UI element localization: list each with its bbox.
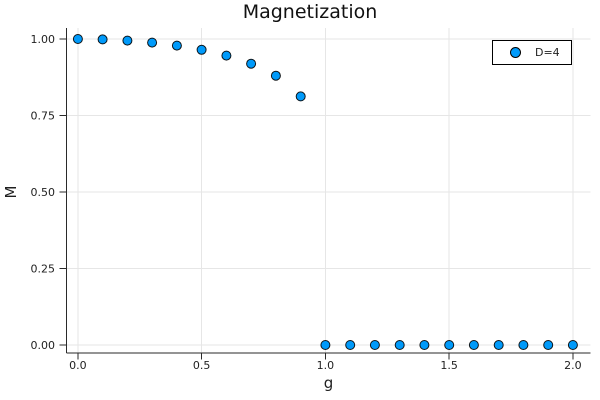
x-tick-label: 0.0 [69,359,87,372]
x-tick-label: 1.0 [317,359,335,372]
data-point [270,70,281,81]
data-point [320,340,331,350]
data-point [196,44,207,55]
x-tick-label: 1.5 [440,359,458,372]
data-point [72,34,83,44]
data-point [518,340,529,350]
y-tick-label: 0.25 [31,263,56,276]
data-point [122,35,133,46]
data-point [345,340,356,350]
x-tick-label: 0.5 [193,359,211,372]
x-tick-label: 2.0 [564,359,582,372]
data-point [394,340,405,350]
data-point [444,340,455,350]
data-point [567,340,578,350]
data-point [543,340,554,350]
y-tick-label: 0.00 [31,339,56,352]
y-tick-label: 0.50 [31,186,56,199]
data-point [419,340,430,350]
data-point [97,34,108,45]
data-point [468,340,479,350]
data-point [295,91,306,102]
x-axis-label: g [323,374,334,392]
y-tick-label: 0.75 [31,110,56,123]
data-point [221,50,232,61]
series-marker-icon [510,47,521,58]
y-tick-label: 1.00 [31,33,56,46]
data-point [246,58,257,69]
data-point [147,37,158,48]
chart-title: Magnetization [242,1,378,23]
data-point [493,340,504,350]
legend-entry-label: D=4 [535,46,560,59]
y-axis-label: M [2,185,20,199]
data-point [369,340,380,350]
data-point [171,40,182,51]
legend: D=4 [492,40,572,65]
